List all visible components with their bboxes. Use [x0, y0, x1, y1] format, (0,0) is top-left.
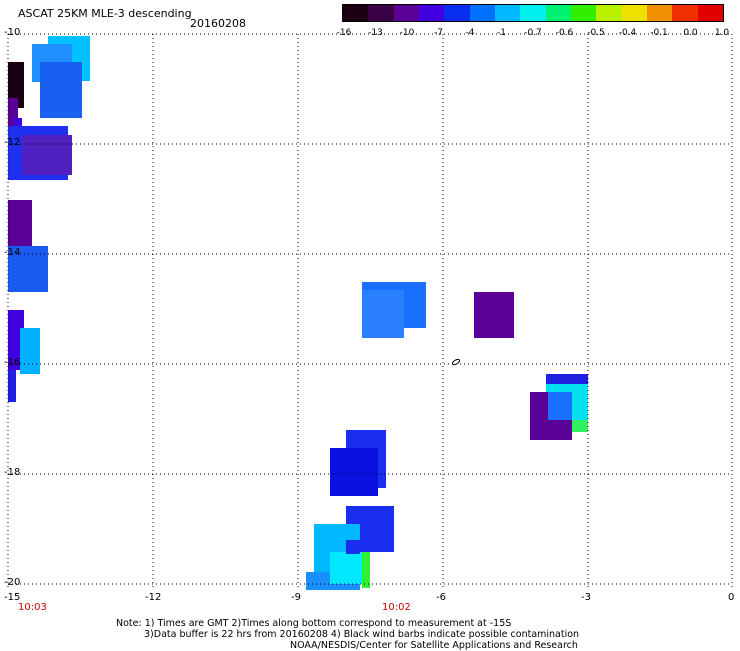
- x-tick-label: -15: [4, 592, 21, 603]
- y-tick-label: -16: [4, 357, 21, 368]
- colorbar-label: -4: [465, 28, 475, 38]
- colorbar-segment: [672, 5, 698, 21]
- swath-cell: [8, 62, 24, 108]
- swath-cell: [20, 328, 40, 374]
- colorbar-label: -0.1: [650, 28, 668, 38]
- colorbar-segment: [418, 5, 445, 21]
- swath-cell: [22, 135, 72, 175]
- note-line-3: NOAA/NESDIS/Center for Satellite Applica…: [290, 640, 578, 651]
- swath-cell: [40, 62, 82, 118]
- island-outline: [451, 358, 461, 366]
- y-tick-label: -14: [4, 247, 21, 258]
- x-tick-label: 0: [728, 592, 735, 603]
- colorbar-label: -0.6: [555, 28, 574, 38]
- swath-cell: [330, 448, 378, 496]
- colorbar-segment: [545, 5, 571, 21]
- swath-cell: [362, 552, 370, 588]
- colorbar-segment: [570, 5, 597, 21]
- colorbar-segment: [393, 5, 419, 21]
- colorbar-label: -16: [336, 28, 352, 38]
- time-label: 10:03: [18, 602, 47, 613]
- y-tick-label: -20: [4, 577, 21, 588]
- x-tick-label: -6: [436, 592, 446, 603]
- note-line-1: Note: 1) Times are GMT 2)Times along bot…: [116, 618, 512, 629]
- colorbar-segment: [520, 5, 546, 21]
- swath-cell: [346, 540, 360, 554]
- map-date: 20160208: [190, 17, 246, 30]
- colorbar-label: -0.5: [587, 28, 605, 38]
- swath-cell: [8, 200, 32, 246]
- colorbar-label: -10: [399, 28, 415, 38]
- swath-cell: [8, 98, 18, 140]
- swath-cell: [8, 370, 16, 402]
- y-tick-label: -12: [4, 137, 21, 148]
- colorbar-segment: [444, 5, 470, 21]
- x-tick-label: -9: [291, 592, 301, 603]
- colorbar-segment: [621, 5, 647, 21]
- colorbar-label: 0.0: [683, 28, 698, 38]
- colorbar-label: -7: [434, 28, 443, 38]
- swath-cells: [8, 36, 588, 590]
- colorbar-label: -1: [497, 28, 506, 38]
- colorbar-segment: [494, 5, 521, 21]
- colorbar-label: 1.0: [714, 28, 730, 38]
- colorbar-segment: [596, 5, 622, 21]
- map-title: ASCAT 25KM MLE-3 descending: [18, 7, 192, 20]
- swath-cell: [474, 292, 514, 338]
- colorbar-label: -13: [368, 28, 383, 38]
- y-tick-label: -10: [4, 27, 21, 38]
- colorbar-segment: [469, 5, 495, 21]
- colorbar-segment: [697, 5, 723, 21]
- x-tick-label: -12: [145, 592, 162, 603]
- swath-cell: [572, 420, 588, 432]
- colorbar-segment: [368, 5, 394, 21]
- note-line-2: 3)Data buffer is 22 hrs from 20160208 4)…: [144, 629, 580, 640]
- colorbar-segment: [343, 5, 369, 21]
- colorbar-label: -0.4: [618, 28, 637, 38]
- colorbar-label: -0.7: [524, 28, 542, 38]
- swath-cell: [362, 290, 404, 338]
- colorbar-segment: [646, 5, 673, 21]
- y-tick-label: -18: [4, 467, 21, 478]
- x-tick-label: -3: [581, 592, 591, 603]
- grid-lines: [7, 33, 733, 590]
- time-label: 10:02: [382, 602, 411, 613]
- colorbar: [342, 4, 724, 22]
- swath-cell: [546, 374, 588, 384]
- swath-cell: [330, 552, 364, 584]
- swath-cell: [548, 392, 572, 420]
